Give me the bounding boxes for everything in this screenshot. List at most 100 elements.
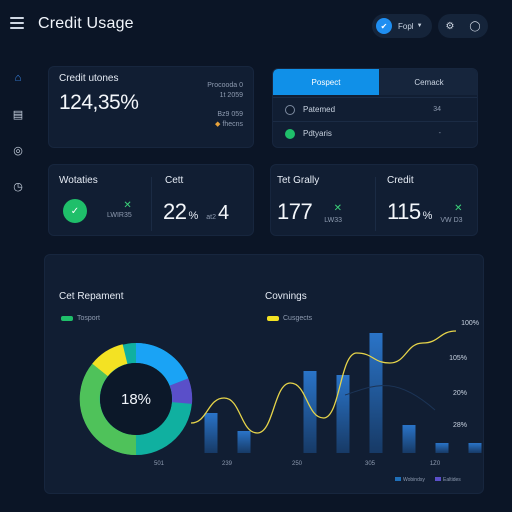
- legend-swatch: [267, 315, 279, 321]
- summary-side-stats: Procooda 0 1t 2059 Bz9 059 ◆ fhecns: [207, 81, 243, 130]
- combo-bars: [204, 333, 482, 453]
- document-icon[interactable]: ▤: [12, 108, 24, 121]
- user-menu[interactable]: ✔ Fopl ▼: [372, 14, 432, 38]
- combo-title: Covnings: [265, 291, 307, 302]
- kpi-card-right: Tet Grally 177 ✕ LW33 Credit 115 % ✕ VW …: [270, 164, 478, 236]
- trend-icon: ✕: [333, 203, 342, 214]
- hamburger-icon[interactable]: [10, 17, 24, 31]
- kpi-title: Credit: [387, 175, 414, 186]
- bar: [204, 413, 218, 453]
- tabs-card: Pospect Cemack Patemed 34 Pdtyaris -: [272, 68, 478, 148]
- list-item-label: Pdtyaris: [303, 129, 332, 138]
- home-icon[interactable]: ⌂: [14, 72, 22, 84]
- status-icon: [285, 128, 295, 139]
- legend-swatch: [435, 477, 441, 481]
- kpi-value-block: 177 ✕ LW33: [277, 199, 342, 225]
- trend-icon: ✕: [454, 203, 463, 214]
- combo-line: [190, 330, 457, 434]
- bar: [369, 333, 383, 453]
- kpi-sub-block: ✕ LW33: [324, 204, 342, 225]
- y-tick-label: 105%: [449, 355, 467, 362]
- kpi-tail: 4: [218, 202, 229, 224]
- donut-title: Cet Repament: [59, 291, 124, 302]
- kpi-value: 177: [277, 199, 313, 224]
- kpi-title: Tet Grally: [277, 175, 320, 186]
- list-item[interactable]: Pdtyaris -: [273, 121, 477, 145]
- stat-line: 1t 2059: [219, 92, 243, 99]
- donut-chart: 18%: [79, 342, 193, 456]
- y-tick-label: 20%: [453, 390, 467, 397]
- donut-center-label: 18%: [121, 391, 151, 408]
- clock-icon[interactable]: ◷: [13, 180, 23, 193]
- summary-card: Credit utones 124,35% Procooda 0 1t 2059…: [48, 66, 254, 148]
- kpi-sub: VW D3: [440, 217, 463, 224]
- legend-label: Wobindsy: [403, 477, 425, 483]
- chart-card: Cet Repament Tosport Covnings Cusgects 1…: [44, 254, 484, 494]
- footer-legend: Wobindsy Ealtides: [395, 477, 461, 483]
- stat-line-text: fhecns: [222, 121, 243, 128]
- bar: [303, 371, 317, 453]
- avatar: ✔: [376, 18, 392, 34]
- legend-swatch: [395, 477, 401, 481]
- kpi-value: 115: [387, 199, 421, 224]
- summary-value: 124,35%: [59, 91, 139, 114]
- x-tick-label: 250: [292, 461, 303, 467]
- divider: [151, 177, 152, 231]
- divider: [375, 177, 376, 231]
- x-tick-label: 501: [154, 461, 165, 467]
- kpi-card-left: Wotaties ✓ ✕ LWIR35 Cett 22 % at2 4: [48, 164, 254, 236]
- kpi-title: Wotaties: [59, 175, 98, 186]
- kpi-value-block: 22 % at2 4: [163, 199, 229, 225]
- stat-line: ◆ fhecns: [207, 120, 243, 130]
- top-bar: Credit Usage ✔ Fopl ▼ ⚙ ◯: [0, 0, 512, 50]
- info-icon: [285, 104, 295, 115]
- kpi-unit: %: [422, 210, 433, 222]
- legend-label: Tosport: [77, 315, 100, 322]
- y-tick-label: 100%: [461, 320, 479, 327]
- settings-icon[interactable]: ⚙: [445, 20, 455, 32]
- kpi-title: Cett: [165, 175, 184, 186]
- summary-title: Credit utones: [59, 73, 119, 84]
- charts-svg: 18% 100% 105% 20% 28% 501 239 250 305 1Z…: [79, 320, 482, 483]
- trend-icon: ✕: [123, 200, 132, 211]
- globe-icon[interactable]: ◎: [13, 144, 23, 157]
- chevron-down-icon: ▼: [416, 23, 423, 29]
- header-actions: ⚙ ◯: [438, 14, 488, 38]
- list-item-value: 34: [433, 106, 441, 113]
- donut-hole: [100, 363, 172, 435]
- bar: [237, 431, 251, 453]
- kpi-sub: LWIR35: [107, 212, 132, 219]
- kpi-unit: %: [188, 210, 199, 222]
- x-tick-label: 1Z0: [430, 461, 441, 467]
- donut-slice-yellow: [92, 344, 128, 377]
- donut-slice-blue: [135, 342, 189, 387]
- list-item[interactable]: Patemed 34: [273, 97, 477, 121]
- bar: [435, 443, 449, 453]
- power-icon[interactable]: ◯: [469, 20, 481, 32]
- page-title: Credit Usage: [38, 15, 134, 32]
- list-item-value: -: [438, 130, 441, 137]
- combo-faint-line: [344, 385, 436, 411]
- kpi-sub-block: ✕ LWIR35: [107, 201, 132, 221]
- x-tick-label: 305: [365, 461, 376, 467]
- legend-label: Cusgects: [283, 315, 313, 322]
- sidebar: ⌂ ▤ ◎ ◷: [0, 50, 36, 512]
- bar: [402, 425, 416, 453]
- check-icon: ✓: [63, 199, 87, 223]
- legend-swatch: [61, 315, 73, 321]
- kpi-sub-block: ✕ VW D3: [440, 204, 462, 225]
- kpi-value: 22: [163, 199, 187, 224]
- bar: [468, 443, 482, 453]
- tab-cemack[interactable]: Cemack: [379, 69, 477, 95]
- combo-legend: Cusgects: [267, 315, 312, 322]
- tab-pospect[interactable]: Pospect: [273, 69, 379, 95]
- y-tick-label: 28%: [453, 422, 467, 429]
- kpi-sub: LW33: [324, 217, 342, 224]
- stat-line: Procooda 0: [207, 82, 243, 89]
- donut-legend: Tosport: [61, 315, 100, 322]
- list-item-label: Patemed: [303, 105, 336, 114]
- x-tick-label: 239: [222, 461, 233, 467]
- kpi-value-block: 115 % ✕ VW D3: [387, 199, 463, 225]
- legend-label: Ealtides: [443, 477, 461, 483]
- bar: [336, 375, 350, 453]
